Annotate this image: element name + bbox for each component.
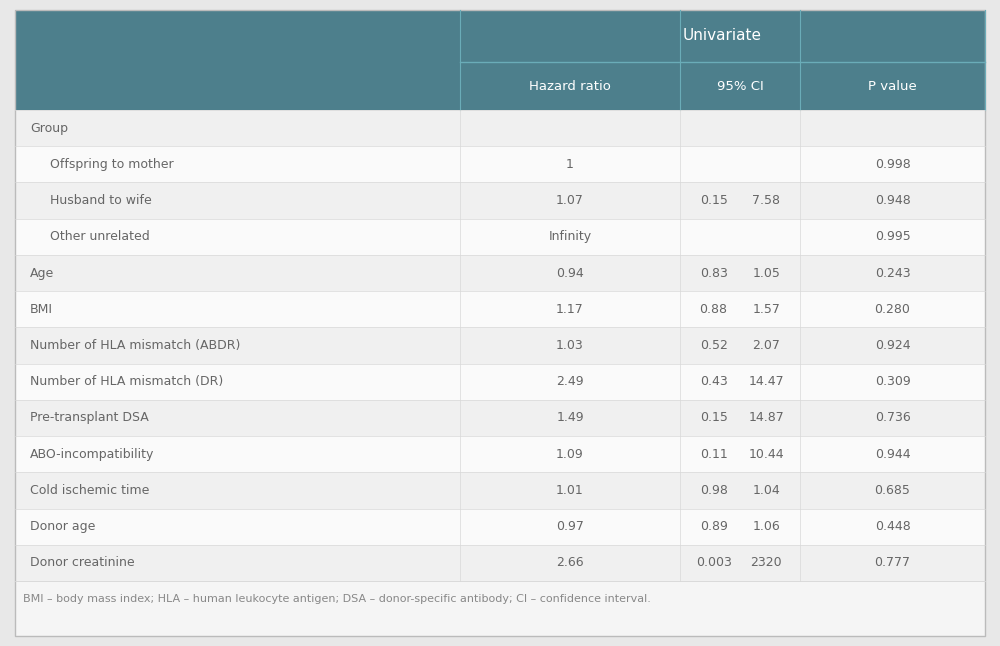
Text: 0.924: 0.924: [875, 339, 910, 352]
Text: 0.948: 0.948: [875, 194, 910, 207]
Text: 0.83: 0.83: [700, 267, 728, 280]
Text: Univariate: Univariate: [683, 28, 762, 43]
Bar: [15, 328, 985, 364]
Bar: [15, 182, 985, 219]
Text: Infinity: Infinity: [548, 231, 592, 244]
Text: 0.309: 0.309: [875, 375, 910, 388]
Bar: [15, 545, 985, 581]
Bar: [15, 436, 985, 472]
Text: 0.52: 0.52: [700, 339, 728, 352]
Text: 0.777: 0.777: [874, 556, 910, 569]
Bar: [15, 472, 985, 508]
Text: 1.17: 1.17: [556, 303, 584, 316]
Text: 0.003: 0.003: [696, 556, 732, 569]
Bar: [15, 110, 985, 146]
Bar: [15, 364, 985, 400]
Text: 14.87: 14.87: [749, 412, 784, 424]
Text: 0.998: 0.998: [875, 158, 910, 171]
Bar: [15, 146, 985, 182]
Text: 0.94: 0.94: [556, 267, 584, 280]
Text: Number of HLA mismatch (ABDR): Number of HLA mismatch (ABDR): [30, 339, 240, 352]
Text: Donor creatinine: Donor creatinine: [30, 556, 135, 569]
Text: Group: Group: [30, 121, 68, 134]
Text: Pre-transplant DSA: Pre-transplant DSA: [30, 412, 149, 424]
Text: ABO-incompatibility: ABO-incompatibility: [30, 448, 154, 461]
Text: 0.280: 0.280: [875, 303, 910, 316]
Text: 7.58: 7.58: [752, 194, 780, 207]
Text: Offspring to mother: Offspring to mother: [50, 158, 174, 171]
Text: 1.49: 1.49: [556, 412, 584, 424]
Text: 0.97: 0.97: [556, 520, 584, 533]
Text: 0.98: 0.98: [700, 484, 728, 497]
Bar: [15, 10, 460, 110]
Text: 1: 1: [566, 158, 574, 171]
Text: 1.09: 1.09: [556, 448, 584, 461]
Text: 0.685: 0.685: [875, 484, 910, 497]
Bar: [460, 62, 985, 110]
Text: BMI: BMI: [30, 303, 53, 316]
Text: 1.01: 1.01: [556, 484, 584, 497]
Text: 1.06: 1.06: [753, 520, 780, 533]
Text: Age: Age: [30, 267, 54, 280]
Text: 1.05: 1.05: [752, 267, 780, 280]
Text: 1.03: 1.03: [556, 339, 584, 352]
Text: 0.995: 0.995: [875, 231, 910, 244]
Bar: [460, 10, 985, 62]
Text: 0.736: 0.736: [875, 412, 910, 424]
Text: Hazard ratio: Hazard ratio: [529, 79, 611, 92]
Text: 10.44: 10.44: [749, 448, 784, 461]
Text: 0.15: 0.15: [700, 412, 728, 424]
Text: 14.47: 14.47: [749, 375, 784, 388]
Text: 2320: 2320: [751, 556, 782, 569]
Text: 0.243: 0.243: [875, 267, 910, 280]
Text: 0.15: 0.15: [700, 194, 728, 207]
Text: BMI – body mass index; HLA – human leukocyte antigen; DSA – donor-specific antib: BMI – body mass index; HLA – human leuko…: [23, 594, 651, 604]
Bar: [15, 291, 985, 328]
Text: Other unrelated: Other unrelated: [50, 231, 150, 244]
Text: 2.49: 2.49: [556, 375, 584, 388]
Text: 0.448: 0.448: [875, 520, 910, 533]
Text: P value: P value: [868, 79, 917, 92]
Bar: [15, 400, 985, 436]
Text: 1.04: 1.04: [753, 484, 780, 497]
Text: 2.07: 2.07: [752, 339, 780, 352]
Text: Husband to wife: Husband to wife: [50, 194, 152, 207]
Text: 1.57: 1.57: [752, 303, 780, 316]
Text: 95% CI: 95% CI: [717, 79, 763, 92]
Text: 0.11: 0.11: [700, 448, 727, 461]
Text: Donor age: Donor age: [30, 520, 95, 533]
Bar: [15, 508, 985, 545]
Bar: [15, 255, 985, 291]
Text: Number of HLA mismatch (DR): Number of HLA mismatch (DR): [30, 375, 223, 388]
Text: 0.43: 0.43: [700, 375, 727, 388]
Text: 0.944: 0.944: [875, 448, 910, 461]
Bar: [15, 219, 985, 255]
Text: 0.89: 0.89: [700, 520, 728, 533]
Text: 0.88: 0.88: [700, 303, 728, 316]
Text: 2.66: 2.66: [556, 556, 584, 569]
Text: Cold ischemic time: Cold ischemic time: [30, 484, 149, 497]
Text: 1.07: 1.07: [556, 194, 584, 207]
